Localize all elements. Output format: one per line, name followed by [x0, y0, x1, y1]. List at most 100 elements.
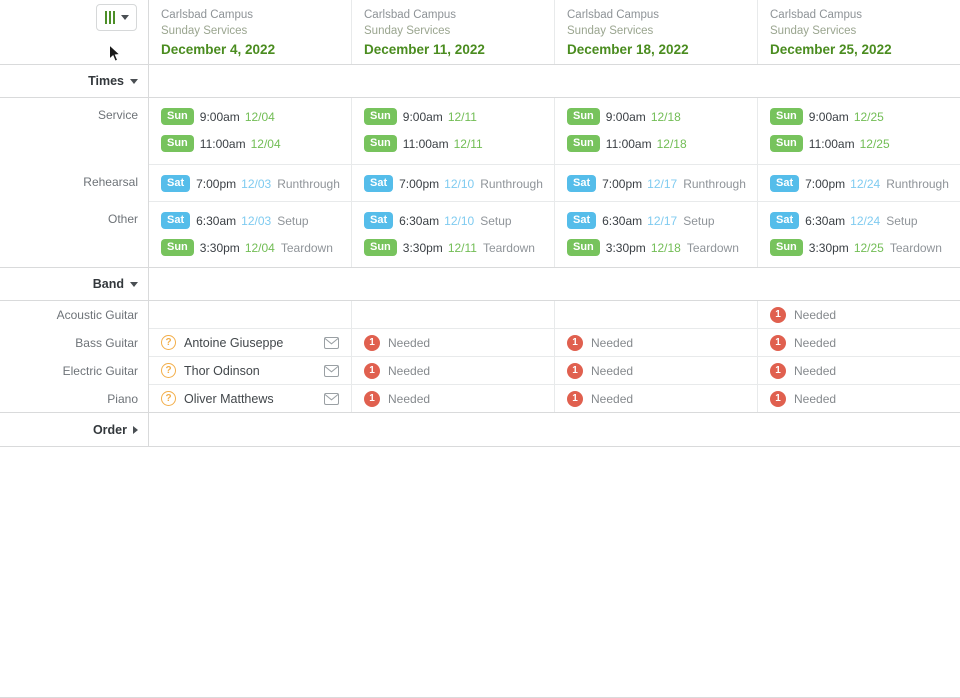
other-times-cell: Sat 6:30am 12/17 Setup Sun 3:30pm 12/18 …	[554, 202, 757, 267]
email-icon[interactable]	[324, 336, 339, 349]
band-section-toggle[interactable]: Band	[0, 268, 149, 300]
assignment-cell: 1 Needed	[757, 357, 960, 385]
rehearsal-time-entry[interactable]: Sat 7:00pm 12/10 Runthrough	[364, 175, 554, 192]
day-badge: Sun	[567, 239, 600, 256]
other-time-entry[interactable]: Sat 6:30am 12/10 Setup	[364, 212, 554, 229]
needed-badge[interactable]: 1 Needed	[567, 334, 633, 351]
date-text: 12/25	[853, 109, 884, 124]
plan-date-link[interactable]: December 11, 2022	[364, 42, 485, 57]
needed-badge[interactable]: 1 Needed	[364, 362, 430, 379]
time-text: 3:30pm	[605, 240, 646, 255]
service-time-entry[interactable]: Sun 9:00am 12/04	[161, 108, 351, 125]
needed-badge[interactable]: 1 Needed	[567, 362, 634, 379]
needed-badge[interactable]: 1 Needed	[770, 306, 836, 323]
assignment-cell: 1 Needed	[554, 329, 757, 357]
needed-count: 1	[567, 362, 583, 379]
campus-name: Carlsbad Campus	[567, 9, 660, 21]
email-icon[interactable]	[324, 364, 339, 377]
plan-date-link[interactable]: December 4, 2022	[161, 42, 276, 57]
date-text: 12/25	[859, 136, 890, 151]
other-time-entry[interactable]: Sat 6:30am 12/03 Setup	[161, 212, 351, 229]
date-text: 12/10	[444, 176, 475, 191]
other-time-entry[interactable]: Sat 6:30am 12/17 Setup	[567, 212, 757, 229]
matrix-view-button[interactable]	[96, 4, 137, 31]
service-time-entry[interactable]: Sun 11:00am 12/04	[161, 135, 351, 152]
other-time-entry[interactable]: Sun 3:30pm 12/25 Teardown	[770, 239, 960, 256]
service-time-entry[interactable]: Sun 11:00am 12/25	[770, 135, 960, 152]
day-badge: Sun	[770, 135, 803, 152]
day-badge: Sun	[770, 108, 803, 125]
time-text: 3:30pm	[199, 240, 240, 255]
time-text: 3:30pm	[402, 240, 443, 255]
position-row-acoustic-guitar: Acoustic Guitar 1 Needed	[0, 301, 960, 329]
assignment-cell: 1 Needed	[554, 385, 757, 412]
needed-badge[interactable]: 1 Needed	[770, 362, 836, 379]
needed-label: Needed	[794, 391, 837, 406]
other-time-entry[interactable]: Sun 3:30pm 12/11 Teardown	[364, 239, 554, 256]
person-name: Thor Odinson	[184, 363, 260, 378]
other-times-cell: Sat 6:30am 12/10 Setup Sun 3:30pm 12/11 …	[351, 202, 554, 267]
time-text: 9:00am	[605, 109, 646, 124]
time-text: 6:30am	[196, 213, 237, 228]
day-badge: Sat	[567, 212, 597, 229]
order-section-toggle[interactable]: Order	[0, 413, 149, 446]
time-text: 9:00am	[808, 109, 849, 124]
assignment-cell-empty[interactable]	[351, 301, 554, 329]
needed-label: Needed	[591, 363, 634, 378]
needed-count: 1	[567, 334, 583, 351]
day-badge: Sat	[161, 212, 191, 229]
needed-badge[interactable]: 1 Needed	[770, 334, 836, 351]
email-icon[interactable]	[324, 392, 339, 405]
rehearsal-times-row: Rehearsal Sat 7:00pm 12/03 Runthrough Sa…	[0, 165, 960, 202]
time-label: Setup	[277, 213, 309, 228]
day-badge: Sun	[364, 135, 397, 152]
needed-label: Needed	[591, 391, 634, 406]
service-time-entry[interactable]: Sun 11:00am 12/18	[567, 135, 757, 152]
date-text: 12/24	[850, 176, 881, 191]
position-row-piano: Piano ? Oliver Matthews 1 Needed 1 Neede…	[0, 385, 960, 413]
needed-count: 1	[364, 362, 380, 379]
band-group-spacer	[149, 268, 960, 300]
service-time-entry[interactable]: Sun 9:00am 12/11	[364, 108, 554, 125]
chevron-right-icon	[133, 425, 138, 434]
other-time-entry[interactable]: Sun 3:30pm 12/04 Teardown	[161, 239, 351, 256]
times-group-spacer	[149, 65, 960, 97]
plan-column-header[interactable]: Carlsbad Campus Sunday Services December…	[149, 0, 351, 64]
rehearsal-time-entry[interactable]: Sat 7:00pm 12/03 Runthrough	[161, 175, 351, 192]
time-label: Runthrough	[886, 176, 949, 191]
service-time-entry[interactable]: Sun 9:00am 12/18	[567, 108, 757, 125]
rehearsal-time-entry[interactable]: Sat 7:00pm 12/17 Runthrough	[567, 175, 757, 192]
time-label: Setup	[480, 213, 512, 228]
day-badge: Sun	[161, 239, 194, 256]
needed-badge[interactable]: 1 Needed	[770, 390, 837, 407]
scheduled-person[interactable]: ? Antoine Giuseppe	[161, 335, 339, 350]
plan-column-header[interactable]: Carlsbad Campus Sunday Services December…	[351, 0, 554, 64]
time-label: Teardown	[482, 240, 535, 255]
other-time-entry[interactable]: Sun 3:30pm 12/18 Teardown	[567, 239, 757, 256]
date-text: 12/18	[650, 240, 681, 255]
date-text: 12/04	[244, 109, 275, 124]
assignment-cell-empty[interactable]	[554, 301, 757, 329]
needed-badge[interactable]: 1 Needed	[364, 390, 431, 407]
other-time-entry[interactable]: Sat 6:30am 12/24 Setup	[770, 212, 960, 229]
service-time-entry[interactable]: Sun 11:00am 12/11	[364, 135, 554, 152]
assignment-cell-empty[interactable]	[149, 301, 351, 329]
plan-date-link[interactable]: December 18, 2022	[567, 42, 689, 57]
plan-column-header[interactable]: Carlsbad Campus Sunday Services December…	[757, 0, 960, 64]
service-time-entry[interactable]: Sun 9:00am 12/25	[770, 108, 960, 125]
service-type-name: Sunday Services	[567, 25, 654, 37]
scheduled-person[interactable]: ? Thor Odinson	[161, 363, 339, 378]
campus-name: Carlsbad Campus	[770, 9, 863, 21]
needed-label: Needed	[388, 391, 431, 406]
day-badge: Sat	[770, 212, 800, 229]
times-section-toggle[interactable]: Times	[0, 65, 149, 97]
plan-column-header[interactable]: Carlsbad Campus Sunday Services December…	[554, 0, 757, 64]
rehearsal-time-entry[interactable]: Sat 7:00pm 12/24 Runthrough	[770, 175, 960, 192]
needed-badge[interactable]: 1 Needed	[364, 334, 430, 351]
plan-date-link[interactable]: December 25, 2022	[770, 42, 892, 57]
day-badge: Sun	[161, 135, 194, 152]
date-text: 12/03	[241, 176, 272, 191]
needed-badge[interactable]: 1 Needed	[567, 390, 634, 407]
scheduled-person[interactable]: ? Oliver Matthews	[161, 391, 339, 406]
